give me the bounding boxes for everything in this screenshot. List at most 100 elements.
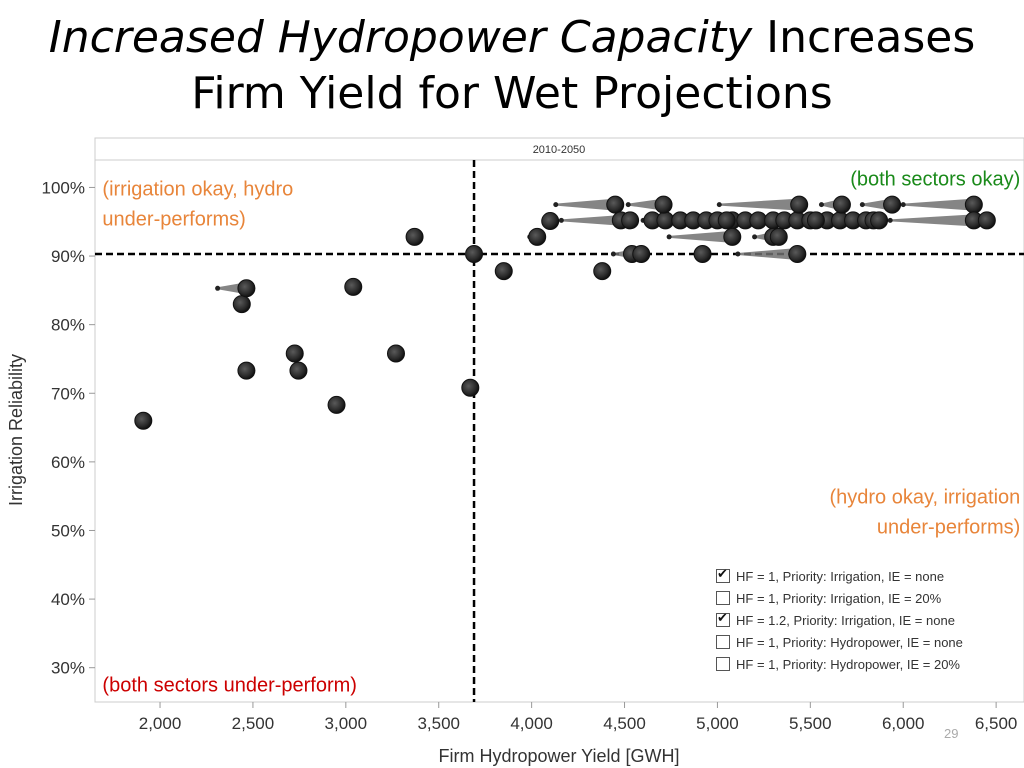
data-point	[832, 195, 851, 214]
x-tick-label: 4,000	[510, 714, 553, 733]
data-point	[386, 344, 405, 363]
data-point	[790, 195, 809, 214]
arrow-tail	[900, 202, 906, 208]
legend: HF = 1, Priority: Irrigation, IE = none H…	[716, 565, 963, 675]
arrow-mark	[737, 247, 798, 260]
y-tick-label: 50%	[51, 521, 85, 540]
data-point	[593, 262, 612, 281]
y-tick-label: 100%	[42, 178, 85, 197]
x-axis: 2,000 2,500 3,000 3,500 4,000 4,500 5,000 5,500…	[139, 702, 1018, 733]
x-tick-label: 4,500	[603, 714, 646, 733]
legend-label: HF = 1, Priority: Hydropower, IE = none	[736, 634, 963, 650]
y-tick-label: 80%	[51, 316, 85, 335]
x-tick-label: 2,000	[139, 714, 182, 733]
data-point	[237, 279, 256, 298]
arrow-tail	[215, 285, 221, 291]
data-point	[806, 211, 825, 230]
plot-title: 2010-2050	[533, 144, 586, 156]
data-point	[788, 244, 807, 263]
data-point	[769, 227, 788, 246]
data-point	[693, 244, 712, 263]
legend-item[interactable]: HF = 1, Priority: Hydropower, IE = none	[716, 631, 963, 653]
quadrant-label-line: (both sectors under-perform)	[102, 675, 357, 697]
x-axis-label: Firm Hydropower Yield [GWH]	[438, 746, 679, 766]
data-point	[494, 262, 513, 281]
data-point	[870, 211, 889, 230]
slide-title-rest: Increases	[752, 12, 976, 63]
data-point	[232, 295, 251, 314]
slide-title: Increased Hydropower Capacity Increases …	[0, 10, 1024, 122]
arrow-tail	[625, 202, 631, 208]
quadrant-label-line: under-performs)	[102, 209, 245, 231]
y-tick-label: 40%	[51, 590, 85, 609]
arrow-tail	[610, 251, 616, 257]
arrow-tail	[887, 217, 893, 223]
arrow-tail	[735, 251, 741, 257]
x-tick-label: 5,500	[789, 714, 832, 733]
legend-label: HF = 1, Priority: Irrigation, IE = 20%	[736, 590, 942, 606]
y-tick-label: 30%	[51, 659, 85, 678]
arrow-tail	[558, 217, 564, 223]
slide-title-italic: Increased Hydropower Capacity	[48, 12, 753, 63]
legend-checkbox[interactable]	[716, 611, 730, 627]
data-point	[964, 195, 983, 214]
data-point	[606, 195, 625, 214]
data-point	[621, 211, 640, 230]
legend-item[interactable]: HF = 1, Priority: Hydropower, IE = 20%	[716, 653, 963, 675]
data-point	[723, 227, 742, 246]
data-point	[977, 211, 996, 230]
arrow-tail	[716, 202, 722, 208]
arrow-mark	[669, 230, 733, 243]
legend-checkbox[interactable]	[716, 657, 730, 671]
data-point	[632, 244, 651, 263]
legend-label: HF = 1.2, Priority: Irrigation, IE = non…	[736, 612, 955, 628]
data-point	[883, 195, 902, 214]
point-series	[134, 195, 996, 430]
legend-item[interactable]: HF = 1, Priority: Irrigation, IE = 20%	[716, 587, 963, 609]
y-axis: 30% 40% 50% 60% 70% 80% 90% 100%	[42, 178, 95, 678]
x-tick-label: 3,000	[325, 714, 368, 733]
arrow-tail	[818, 202, 824, 208]
arrow-tail	[666, 234, 672, 240]
data-point	[465, 244, 484, 263]
data-point	[289, 361, 308, 380]
quadrant-label: (both sectors okay)	[850, 168, 1020, 190]
arrow-tail	[859, 202, 865, 208]
legend-checkbox[interactable]	[716, 567, 730, 583]
arrow-mark	[628, 198, 664, 211]
quadrant-label-line: under-performs)	[877, 517, 1020, 539]
y-tick-label: 60%	[51, 453, 85, 472]
legend-label: HF = 1, Priority: Irrigation, IE = none	[736, 568, 945, 584]
legend-label: HF = 1, Priority: Hydropower, IE = 20%	[736, 656, 960, 672]
legend-item[interactable]: HF = 1.2, Priority: Irrigation, IE = non…	[716, 609, 963, 631]
arrow-mark	[890, 214, 974, 227]
x-tick-label: 2,500	[232, 714, 275, 733]
arrow-mark	[719, 198, 800, 211]
y-tick-label: 90%	[51, 247, 85, 266]
data-point	[344, 277, 363, 296]
x-tick-label: 6,000	[882, 714, 925, 733]
quadrant-labels: (irrigation okay, hydro under-performs) (b…	[102, 168, 1020, 696]
quadrant-label-line: (both sectors okay)	[850, 168, 1020, 190]
x-tick-label: 3,500	[417, 714, 460, 733]
plot-area	[94, 159, 1024, 703]
data-point	[654, 195, 673, 214]
data-point	[285, 344, 304, 363]
legend-item[interactable]: HF = 1, Priority: Irrigation, IE = none	[716, 565, 963, 587]
quadrant-label-line: (hydro okay, irrigation	[829, 487, 1020, 509]
data-point	[134, 411, 153, 430]
legend-checkbox[interactable]	[716, 635, 730, 649]
data-point	[541, 212, 560, 231]
quadrant-label-line: (irrigation okay, hydro	[102, 179, 293, 201]
arrow-tail	[752, 234, 758, 240]
x-tick-label: 6,500	[975, 714, 1018, 733]
y-axis-label: Irrigation Reliability	[6, 354, 26, 506]
legend-checkbox[interactable]	[716, 591, 730, 605]
quadrant-label: (irrigation okay, hydro under-performs)	[102, 179, 293, 231]
data-point	[461, 378, 480, 397]
data-point	[327, 395, 346, 414]
arrow-mark	[903, 198, 974, 211]
arrow-tail	[553, 202, 559, 208]
slide-number: 29	[944, 726, 959, 741]
